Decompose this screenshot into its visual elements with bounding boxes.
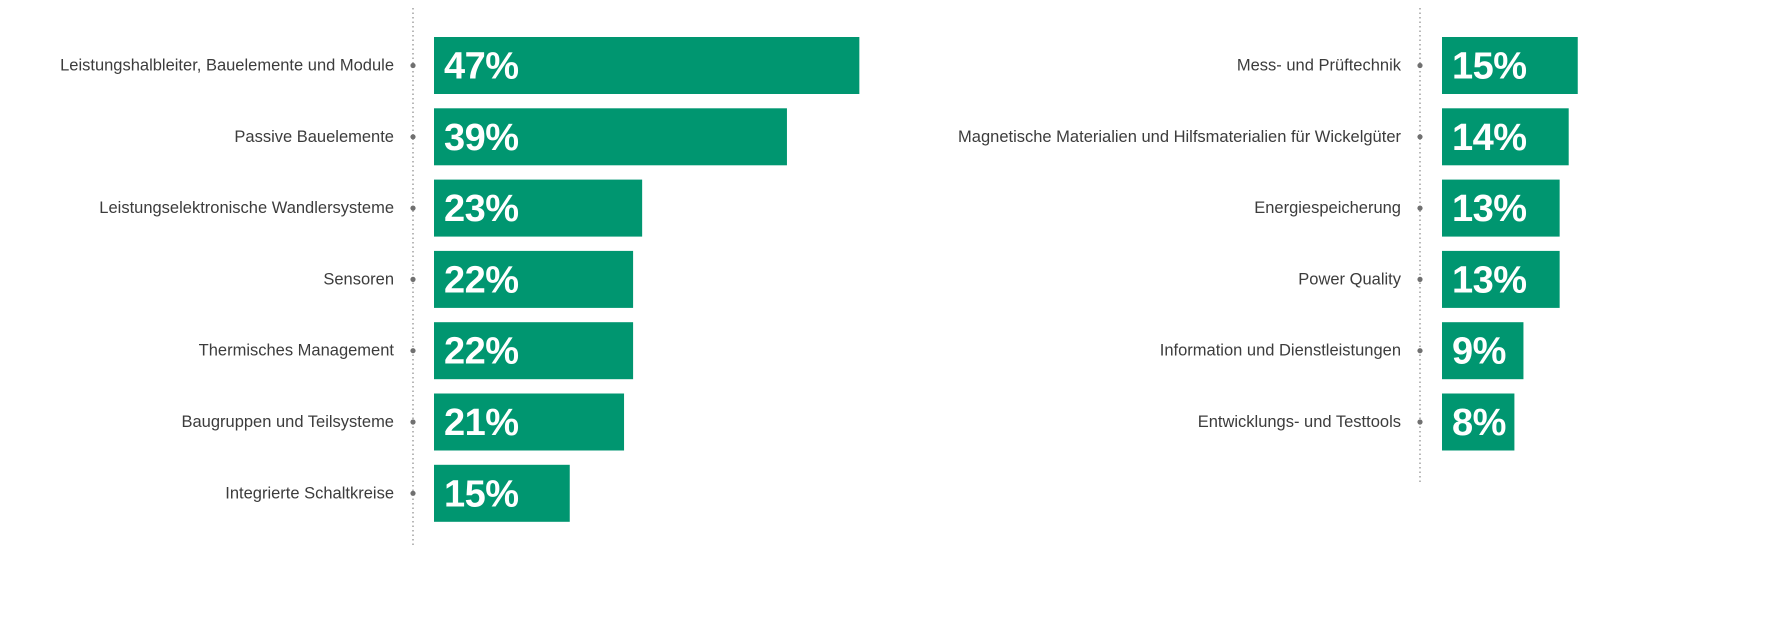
value-label: 15% — [1452, 46, 1527, 88]
value-label: 14% — [1452, 117, 1527, 159]
axis-marker-dot — [1417, 276, 1423, 282]
axis-marker-dot — [1417, 62, 1423, 69]
bar — [434, 322, 634, 380]
axis-marker-dot — [1417, 419, 1423, 425]
bar — [1442, 179, 1560, 237]
axis-marker-dot — [410, 134, 416, 140]
bar — [434, 464, 570, 522]
category-label: Passive Bauelemente — [234, 128, 394, 146]
category-label: Thermisches Management — [199, 342, 395, 360]
category-label: Baugruppen und Teilsysteme — [181, 413, 394, 431]
category-label: Integrierte Schaltkreise — [225, 484, 394, 502]
bar — [1442, 322, 1524, 380]
axis-marker-dot — [410, 62, 416, 69]
value-label: 39% — [444, 117, 519, 159]
value-label: 22% — [444, 259, 519, 301]
axis-marker-dot — [410, 490, 416, 496]
bar — [434, 393, 625, 451]
bar — [1442, 250, 1560, 308]
bar — [1442, 37, 1578, 94]
axis-marker-dot — [410, 205, 416, 211]
value-label: 47% — [444, 46, 519, 88]
category-label: Entwicklungs- und Testtools — [1198, 413, 1401, 431]
bar — [1442, 108, 1569, 166]
axis-marker-dot — [410, 348, 416, 354]
value-label: 22% — [444, 331, 519, 373]
value-label: 15% — [444, 473, 519, 515]
chart-panel-left: Leistungshalbleiter, Bauelemente und Mod… — [60, 8, 860, 548]
bar — [434, 37, 860, 94]
category-label: Sensoren — [323, 270, 394, 288]
category-label: Magnetische Materialien und Hilfsmateria… — [958, 128, 1401, 146]
bar — [434, 108, 787, 166]
chart-panel-right: Mess- und Prüftechnik 15% Magnetische Mate… — [958, 8, 1578, 484]
category-label: Leistungselektronische Wandlersysteme — [99, 199, 394, 217]
axis-marker-dot — [1417, 205, 1423, 211]
bar — [434, 179, 643, 237]
axis-marker-dot — [410, 276, 416, 282]
category-label: Mess- und Prüftechnik — [1237, 57, 1402, 75]
value-label: 23% — [444, 188, 519, 230]
axis-marker-dot — [1417, 348, 1423, 354]
category-label: Power Quality — [1298, 270, 1401, 288]
axis-marker-dot — [1417, 134, 1423, 140]
bar — [434, 250, 634, 308]
value-label: 13% — [1452, 259, 1527, 301]
value-label: 8% — [1452, 402, 1506, 444]
axis-marker-dot — [410, 419, 416, 425]
value-label: 9% — [1452, 331, 1506, 373]
category-label: Leistungshalbleiter, Bauelemente und Mod… — [60, 57, 394, 75]
value-label: 13% — [1452, 188, 1527, 230]
value-label: 21% — [444, 402, 519, 444]
category-label: Energiespeicherung — [1254, 199, 1401, 217]
category-label: Information und Dienstleistungen — [1160, 342, 1401, 360]
bar — [1442, 393, 1515, 451]
